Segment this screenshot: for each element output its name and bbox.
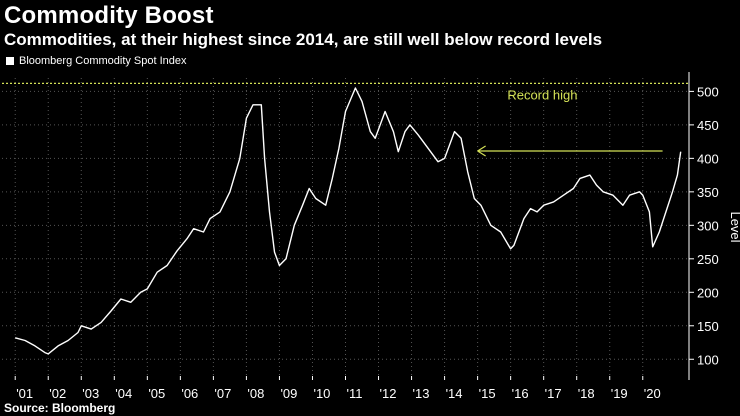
y-axis-label: Level [728,211,740,242]
source-note: Source: Bloomberg [4,401,116,415]
y-tick-label: 150 [697,319,719,334]
x-tick-label: '12 [380,386,397,401]
legend-label: Bloomberg Commodity Spot Index [19,55,187,67]
y-tick-label: 300 [697,218,719,233]
x-tick-label: '16 [512,386,529,401]
x-tick-label: '05 [148,386,165,401]
x-tick-label: '20 [644,386,661,401]
x-tick-label: '02 [49,386,66,401]
y-tick-label: 250 [697,252,719,267]
y-tick-label: 500 [697,84,719,99]
x-tick-label: '11 [347,386,363,401]
x-tick-label: '04 [115,386,132,401]
chart-subtitle: Commodities, at their highest since 2014… [4,30,603,49]
y-tick-label: 100 [697,352,719,367]
y-tick-label: 350 [697,185,719,200]
x-tick-label: '08 [247,386,264,401]
y-tick-label: 450 [697,118,719,133]
x-tick-label: '14 [446,386,463,401]
x-tick-label: '19 [611,386,628,401]
y-tick-label: 200 [697,285,719,300]
series-line [15,87,682,355]
x-tick-label: '17 [545,386,562,401]
x-tick-label: '03 [82,386,99,401]
annotation-arrowhead [477,145,486,157]
x-tick-label: '10 [313,386,330,401]
x-tick-label: '01 [16,386,33,401]
x-tick-label: '15 [479,386,496,401]
y-tick-label: 400 [697,151,719,166]
x-tick-label: '09 [280,386,297,401]
x-tick-label: '06 [181,386,198,401]
x-tick-label: '13 [413,386,430,401]
legend-swatch [6,57,14,65]
x-tick-label: '18 [578,386,595,401]
legend: Bloomberg Commodity Spot Index [6,55,187,67]
chart-title: Commodity Boost [4,2,214,29]
x-tick-label: '07 [214,386,231,401]
record-high-label: Record high [507,87,577,102]
